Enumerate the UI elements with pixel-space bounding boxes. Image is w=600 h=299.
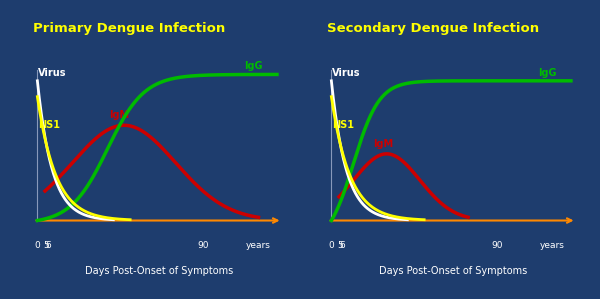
Text: IgM: IgM: [109, 111, 129, 120]
Text: Virus: Virus: [332, 68, 361, 78]
Text: IgG: IgG: [244, 61, 262, 71]
Text: NS1: NS1: [38, 120, 60, 130]
X-axis label: Days Post-Onset of Symptoms: Days Post-Onset of Symptoms: [379, 266, 527, 275]
X-axis label: Days Post-Onset of Symptoms: Days Post-Onset of Symptoms: [85, 266, 233, 275]
Text: IgG: IgG: [538, 68, 556, 78]
Text: Secondary Dengue Infection: Secondary Dengue Infection: [326, 22, 539, 34]
Text: IgM: IgM: [373, 139, 394, 149]
Text: Virus: Virus: [38, 68, 67, 78]
Text: NS1: NS1: [332, 120, 354, 130]
Text: Primary Dengue Infection: Primary Dengue Infection: [32, 22, 225, 34]
